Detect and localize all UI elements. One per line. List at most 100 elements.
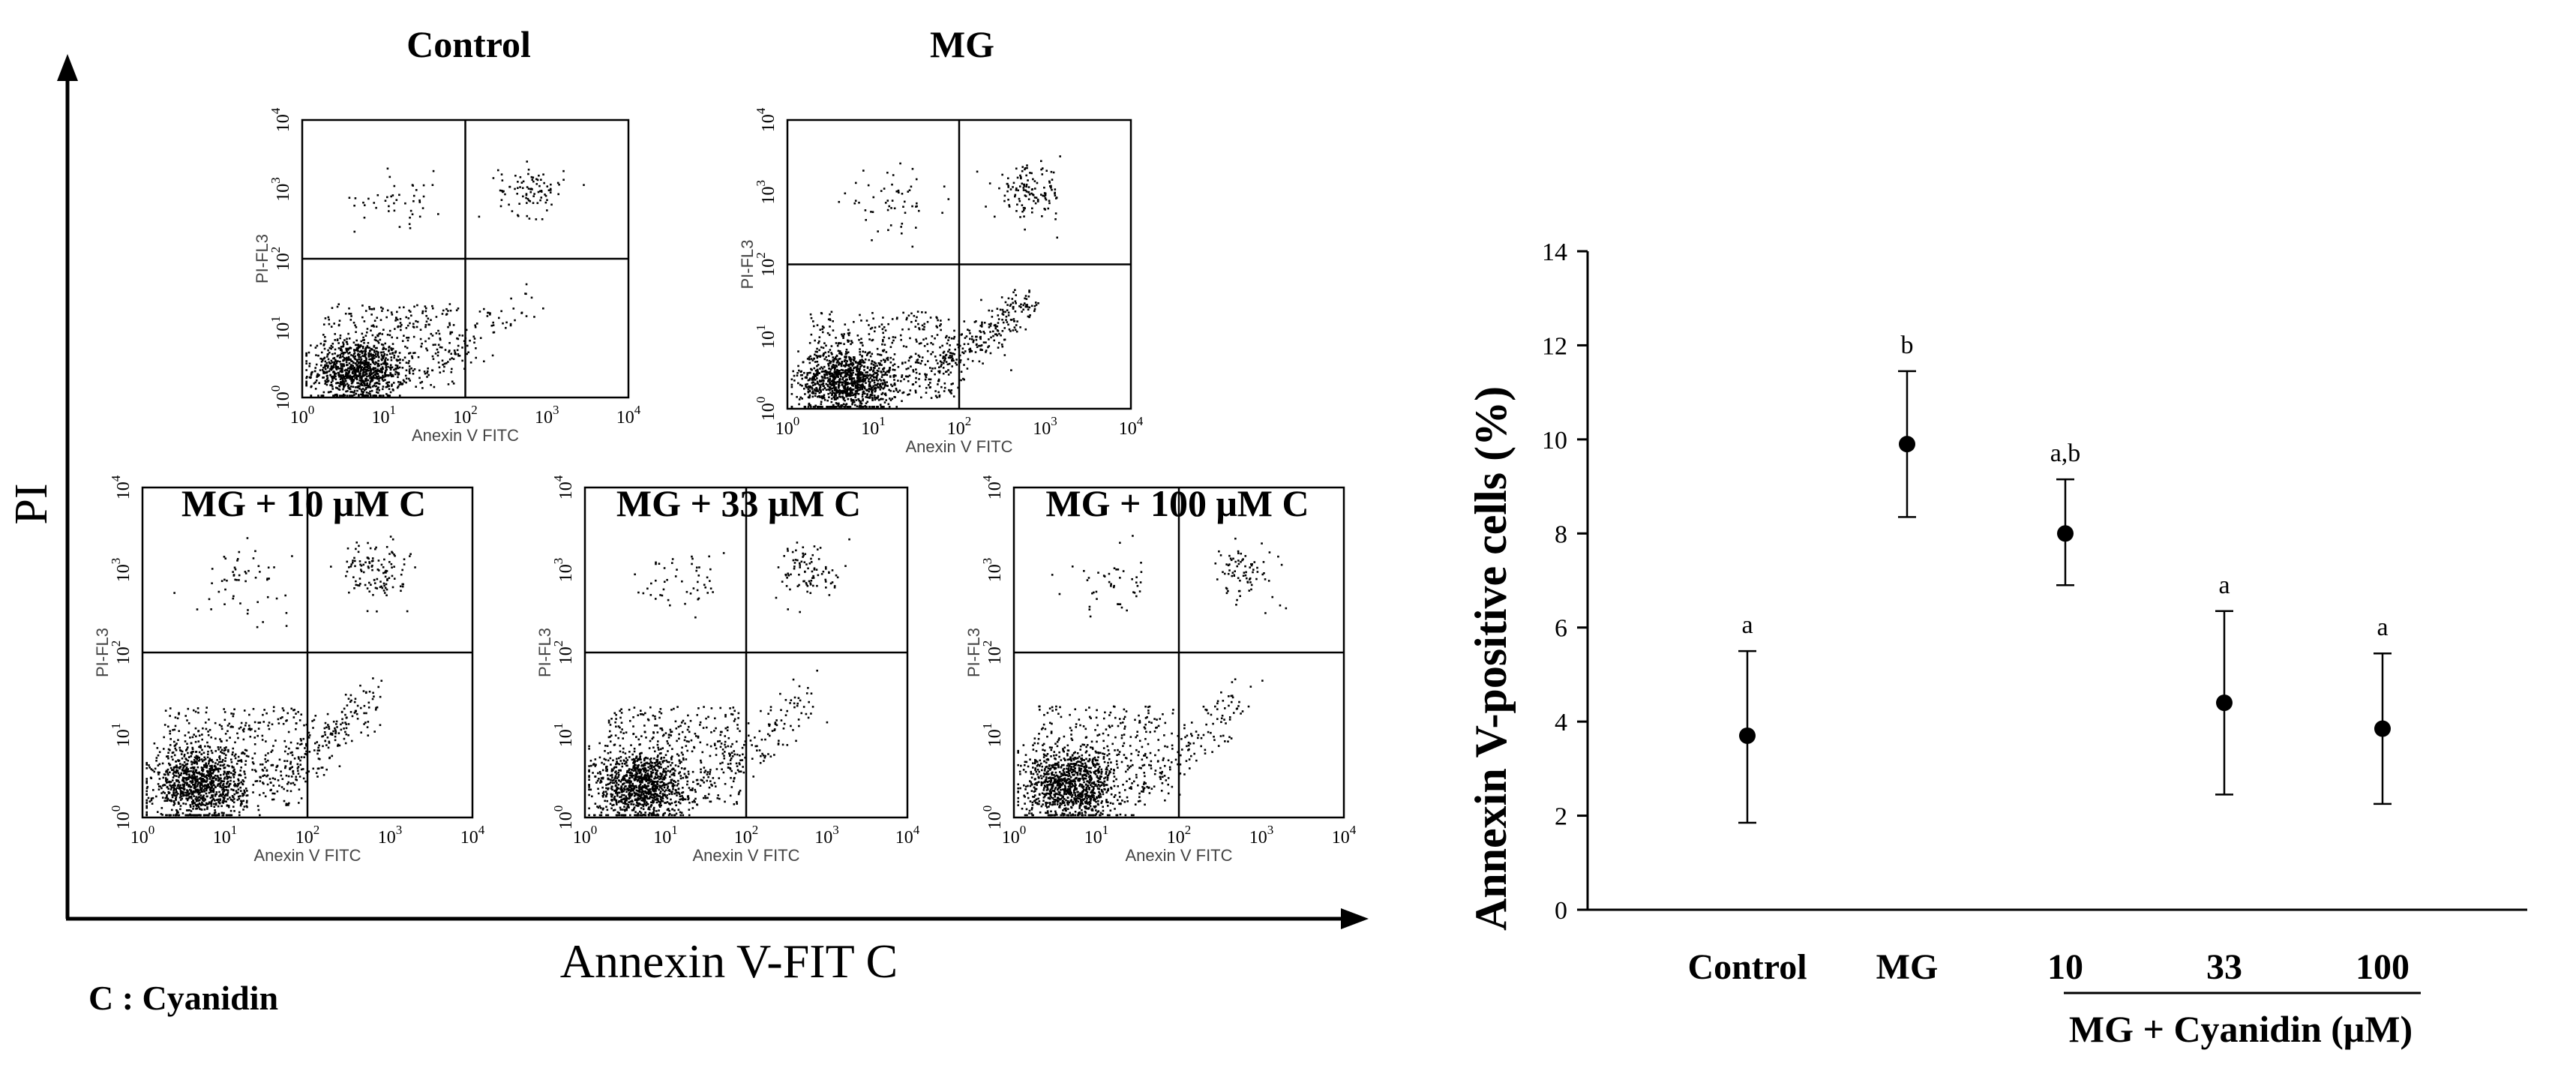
x-tick-label: 101 xyxy=(861,414,886,439)
panel-x-label: Anexin V FITC xyxy=(253,846,361,865)
x-tick-label: 102 xyxy=(453,403,478,428)
data-point xyxy=(2374,720,2391,737)
panel-y-label: PI-FL3 xyxy=(964,628,983,677)
x-tick-label: 101 xyxy=(213,823,238,848)
x-tick-label: 103 xyxy=(378,823,403,848)
panel-x-label: Anexin V FITC xyxy=(905,437,1012,456)
y-tick-label: 101 xyxy=(551,723,576,748)
flow-panel: Control 100 101 102 103 104 100 101 102 103 104 Ane… xyxy=(253,23,641,445)
y-tick-label: 102 xyxy=(754,252,778,277)
data-point xyxy=(1899,436,1915,453)
flow-panel: MG + 33 μM C 100 101 102 103 104 100 101 102 103 1… xyxy=(535,475,920,865)
x-tick-label: 104 xyxy=(1332,823,1357,848)
y-tick-label: 102 xyxy=(980,640,1005,665)
y-tick-label: 103 xyxy=(980,558,1005,583)
y-tick-label: 104 xyxy=(109,475,133,500)
y-tick-label: 104 xyxy=(980,475,1005,500)
y-tick-label: 102 xyxy=(551,640,576,665)
x-tick-label: 100 xyxy=(130,823,155,848)
flow-panel: MG + 10 μM C 100 101 102 103 104 100 101 102 103 1… xyxy=(93,475,485,865)
significance-label: a,b xyxy=(2050,440,2081,467)
x-category-label: 33 xyxy=(2206,947,2242,987)
y-tick-label: 101 xyxy=(754,325,778,350)
y-tick-label: 103 xyxy=(754,180,778,205)
x-tick-label: 101 xyxy=(1084,823,1109,848)
panel-title: MG + 33 μM C xyxy=(616,482,861,524)
significance-label: a xyxy=(1741,611,1753,639)
y-tick-label: 102 xyxy=(268,247,293,272)
panel-x-label: Anexin V FITC xyxy=(1125,846,1232,865)
x-tick-label: 102 xyxy=(295,823,320,848)
y-axis-label: Annexin V-positive cells (%) xyxy=(1466,386,1516,931)
flow-panel: MG + 100 μM C 100 101 102 103 104 100 101 102 103… xyxy=(964,475,1357,865)
panel-y-label: PI-FL3 xyxy=(93,628,112,677)
annexin-chart: Annexin V-positive cells (%) 0 2 4 6 8 10 12 14… xyxy=(1466,238,2527,1050)
x-tick-label: 100 xyxy=(573,823,598,848)
data-point xyxy=(2057,525,2074,542)
y-tick-label: 104 xyxy=(268,107,293,132)
y-tick-label: 104 xyxy=(551,475,576,500)
x-tick-label: 100 xyxy=(290,403,315,428)
significance-label: a xyxy=(2218,572,2230,599)
y-tick-label: 102 xyxy=(109,640,133,665)
x-category-label: 100 xyxy=(2356,947,2410,987)
x-tick-label: 103 xyxy=(1033,414,1057,439)
y-tick-label: 104 xyxy=(754,107,778,132)
y-tick-label: 101 xyxy=(268,316,293,340)
y-tick-label: 10 xyxy=(1542,427,1567,454)
panel-x-label: Anexin V FITC xyxy=(412,426,519,445)
flow-cytometry-figure: PI Annexin V-FIT C C : Cyanidin Control 1… xyxy=(6,23,1369,1017)
panel-title: MG + 10 μM C xyxy=(181,482,426,524)
pi-axis-arrow xyxy=(57,54,78,81)
y-tick-label: 0 xyxy=(1555,897,1567,925)
panel-y-label: PI-FL3 xyxy=(738,239,757,289)
significance-label: a xyxy=(2377,614,2388,641)
panel-x-label: Anexin V FITC xyxy=(692,846,799,865)
x-tick-label: 102 xyxy=(947,414,972,439)
dot-cloud xyxy=(790,155,1061,408)
group-label: MG + Cyanidin (μM) xyxy=(2069,1008,2413,1050)
x-tick-label: 103 xyxy=(535,403,559,428)
x-category-label: 10 xyxy=(2047,947,2083,987)
y-tick-label: 101 xyxy=(109,723,133,748)
y-tick-label: 100 xyxy=(754,397,778,422)
y-tick-label: 100 xyxy=(268,386,293,410)
y-tick-label: 100 xyxy=(551,806,576,830)
flow-panel: MG 100 101 102 103 104 100 101 102 103 104 Anexin V… xyxy=(738,23,1144,456)
significance-label: b xyxy=(1901,332,1914,359)
y-tick-label: 2 xyxy=(1555,803,1567,831)
x-tick-label: 101 xyxy=(653,823,678,848)
y-tick-label: 100 xyxy=(109,806,133,830)
panel-y-label: PI-FL3 xyxy=(535,628,554,677)
y-tick-label: 8 xyxy=(1555,520,1567,548)
y-tick-label: 12 xyxy=(1542,332,1567,360)
y-tick-label: 103 xyxy=(551,558,576,583)
y-tick-label: 103 xyxy=(109,558,133,583)
y-tick-label: 101 xyxy=(980,723,1005,748)
y-tick-label: 100 xyxy=(980,806,1005,830)
data-point xyxy=(1739,727,1756,744)
y-tick-label: 6 xyxy=(1555,615,1567,643)
panel-title: MG xyxy=(930,23,994,65)
x-tick-label: 103 xyxy=(1249,823,1274,848)
y-tick-label: 14 xyxy=(1542,238,1567,266)
pi-axis-label: PI xyxy=(6,483,57,524)
x-category-label: Control xyxy=(1687,947,1807,987)
panel-title: Control xyxy=(406,23,531,65)
x-tick-label: 104 xyxy=(1119,414,1144,439)
panel-title: MG + 100 μM C xyxy=(1045,482,1309,524)
annexin-axis-arrow xyxy=(1341,908,1369,929)
x-tick-label: 102 xyxy=(734,823,759,848)
x-category-label: MG xyxy=(1876,947,1939,987)
x-tick-label: 100 xyxy=(1002,823,1027,848)
y-tick-label: 103 xyxy=(268,177,293,202)
dot-cloud xyxy=(145,536,416,817)
panel-y-label: PI-FL3 xyxy=(253,234,271,284)
x-tick-label: 104 xyxy=(616,403,641,428)
annexin-axis-label: Annexin V-FIT C xyxy=(560,934,898,988)
dot-cloud xyxy=(1017,535,1288,817)
data-point xyxy=(2216,694,2233,712)
x-tick-label: 103 xyxy=(814,823,839,848)
x-tick-label: 101 xyxy=(372,403,397,428)
